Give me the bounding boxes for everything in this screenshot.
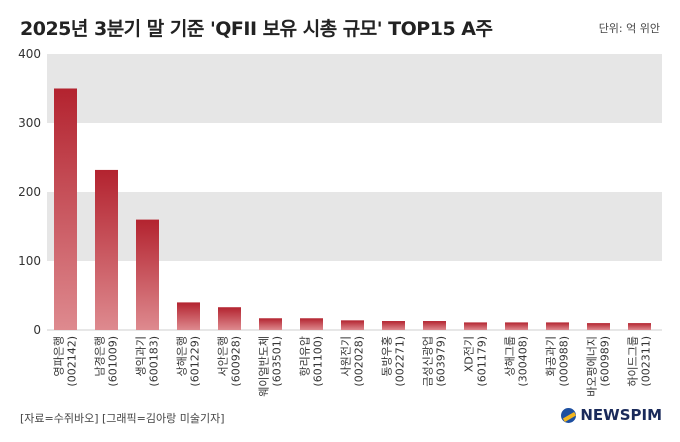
newspim-logo: NEWSPIM	[561, 406, 662, 424]
bar	[341, 320, 364, 330]
bar	[505, 322, 528, 330]
x-tick-label: 하이드그룹(002311)	[626, 336, 653, 387]
bar	[177, 302, 200, 330]
y-tick-label: 0	[33, 323, 41, 337]
bar-chart: 0 100 200 300 400 영파은행(002142) 남경은행(601009) 생익…	[18, 47, 662, 397]
y-tick-label: 400	[18, 47, 41, 61]
bar	[259, 318, 282, 330]
y-tick-label: 100	[18, 254, 41, 268]
logo-text: NEWSPIM	[580, 406, 662, 424]
y-tick-label: 200	[18, 185, 41, 199]
grid-band	[47, 54, 662, 123]
bar	[136, 219, 159, 330]
bar	[587, 323, 610, 330]
x-tick-label: 사원전기(002028)	[340, 336, 366, 387]
bar	[546, 322, 569, 330]
x-tick-label: 상해은행(601229)	[175, 336, 202, 387]
x-tick-label: 금성신광업(603979)	[422, 336, 448, 387]
x-axis-labels: 영파은행(002142) 남경은행(601009) 생익과기(600183) 상해은행…	[53, 336, 653, 397]
bars	[54, 88, 651, 330]
x-tick-label: XD전기(601179)	[463, 336, 489, 387]
bar	[628, 323, 651, 330]
x-tick-label: 항리유압(601100)	[299, 336, 325, 387]
x-tick-label: 생익과기(600183)	[135, 336, 161, 387]
x-tick-label: 바오펑에너지(600989)	[586, 336, 612, 397]
x-tick-label: 서안은행(600928)	[217, 336, 243, 387]
unit-label: 단위: 억 위안	[598, 22, 660, 35]
x-tick-label: 상해그룹(300408)	[503, 336, 530, 387]
bar	[95, 169, 118, 330]
chart-title: 2025년 3분기 말 기준 'QFII 보유 시총 규모' TOP15 A주	[20, 18, 493, 40]
x-tick-label: 동방우홍(002271)	[380, 336, 407, 387]
x-tick-label: 남경은행(601009)	[94, 336, 120, 387]
bar	[300, 318, 323, 330]
x-tick-label: 웨이얼반도체(603501)	[257, 336, 284, 397]
bar	[54, 88, 77, 330]
source-credit: [자료=수쥐바오] [그래픽=김아랑 미술기자]	[20, 412, 225, 425]
x-tick-label: 영파은행(002142)	[53, 336, 79, 387]
bar	[218, 307, 241, 330]
bar	[423, 321, 446, 330]
newspim-logo-icon	[561, 407, 577, 423]
bar	[382, 321, 405, 330]
bar	[464, 322, 487, 330]
x-tick-label: 화공과기(000988)	[545, 336, 571, 387]
y-tick-label: 300	[18, 116, 41, 130]
